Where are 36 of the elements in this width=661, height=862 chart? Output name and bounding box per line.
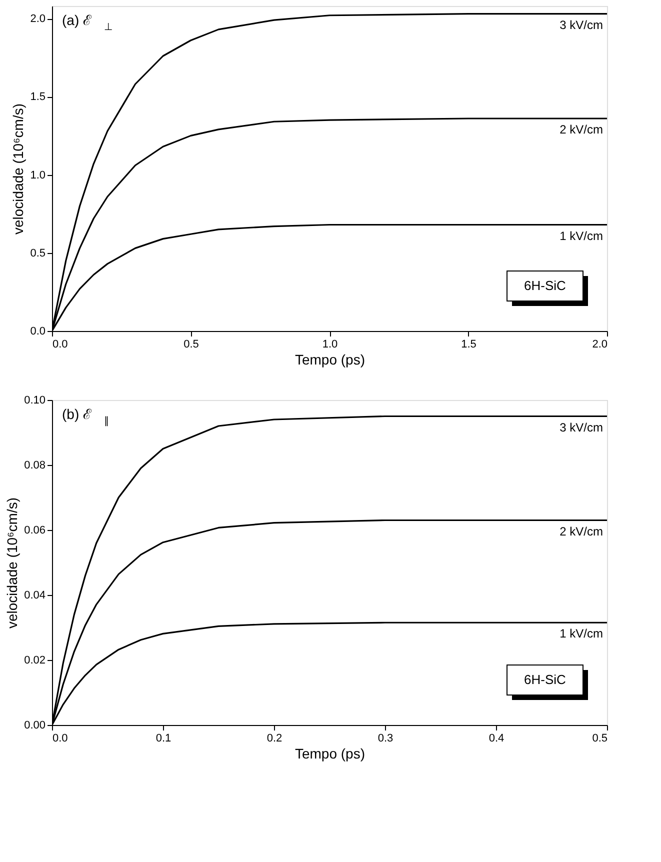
x-tick-label: 0.2 [266, 732, 282, 744]
y-axis-title: velocidade (10⁶cm/s) [4, 497, 20, 629]
y-tick-label: 0.0 [30, 326, 46, 338]
x-tick-label: 1.0 [322, 338, 338, 350]
x-tick-label: 0.5 [592, 732, 608, 744]
y-tick-label: 0.04 [24, 590, 46, 602]
y-tick-label: 0.10 [24, 394, 46, 406]
y-tick-label: 0.06 [24, 524, 46, 536]
x-tick-label: 0.0 [52, 732, 68, 744]
x-axis-title: Tempo (ps) [294, 746, 366, 762]
series-label: 2 kV/cm [560, 122, 603, 136]
x-tick-label: 1.5 [461, 338, 476, 350]
y-tick-label: 0.00 [24, 720, 46, 732]
series-label: 3 kV/cm [560, 18, 603, 32]
annotation: (b) ℰ∥ [62, 406, 109, 427]
annotation: (a) ℰ⊥ [62, 12, 113, 33]
series-label: 2 kV/cm [560, 524, 603, 538]
x-tick-label: 2.0 [592, 338, 608, 350]
annotation: 6H-SiC [524, 672, 566, 687]
x-tick-label: 0.3 [378, 732, 394, 744]
y-tick-label: 0.08 [24, 460, 46, 472]
y-tick-label: 0.02 [24, 654, 46, 666]
x-axis-title: Tempo (ps) [294, 352, 366, 368]
y-tick-label: 1.5 [30, 91, 46, 104]
y-tick-label: 2.0 [30, 13, 46, 25]
series-label: 3 kV/cm [560, 420, 603, 434]
annotation: 6H-SiC [524, 278, 566, 293]
series-label: 1 kV/cm [560, 228, 603, 243]
x-tick-label: 0.5 [184, 338, 199, 350]
y-tick-label: 1.0 [30, 169, 46, 182]
y-tick-label: 0.5 [30, 247, 46, 260]
x-tick-label: 0.0 [52, 338, 68, 350]
x-tick-label: 0.1 [156, 732, 172, 744]
y-axis-title: velocidade (10⁶cm/s) [10, 103, 26, 235]
series-label: 1 kV/cm [560, 626, 603, 641]
x-tick-label: 0.4 [488, 732, 504, 744]
